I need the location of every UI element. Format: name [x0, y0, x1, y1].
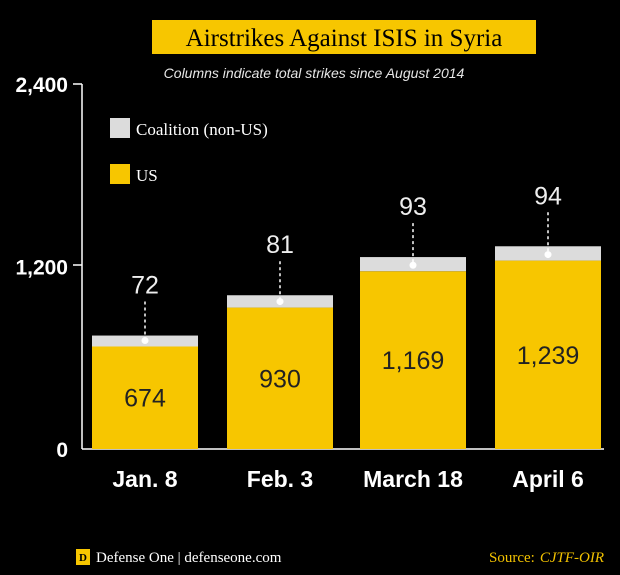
- x-tick-label: Jan. 8: [112, 466, 177, 492]
- bar-us: [92, 346, 198, 449]
- coalition-marker-dot: [276, 298, 284, 306]
- bars: 674 72 930 81 1,169 93 1,239 94: [92, 182, 601, 449]
- source-value: CJTF-OIR: [540, 550, 604, 566]
- value-label-us: 930: [259, 365, 301, 393]
- bar-us: [495, 260, 601, 449]
- title-background: [152, 20, 536, 54]
- chart-subtitle: Columns indicate total strikes since Aug…: [164, 65, 465, 81]
- y-tick-labels: 0 1,200 2,400: [15, 74, 68, 462]
- y-tick-label: 1,200: [15, 257, 68, 280]
- coalition-marker-dot: [544, 251, 552, 259]
- source-label: Source:: [489, 550, 535, 566]
- value-label-coalition: 72: [131, 272, 159, 300]
- y-tick-label: 0: [56, 439, 68, 462]
- legend-swatch-coalition: [110, 118, 130, 138]
- legend-swatch-us: [110, 164, 130, 184]
- chart-title: Airstrikes Against ISIS in Syria: [186, 25, 503, 52]
- defense-one-logo-icon: [76, 549, 90, 565]
- coalition-marker-dot: [409, 261, 417, 269]
- x-tick-label: March 18: [363, 466, 463, 492]
- coalition-marker-dot: [141, 336, 149, 344]
- footer-brand: Defense One | defenseone.com: [96, 550, 282, 566]
- x-tick-labels: Jan. 8 Feb. 3 March 18 April 6: [112, 466, 583, 492]
- value-label-coalition: 94: [534, 182, 562, 210]
- bar-us: [360, 271, 466, 449]
- value-label-us: 674: [124, 385, 166, 413]
- value-label-coalition: 81: [266, 231, 294, 259]
- x-tick-label: April 6: [512, 466, 584, 492]
- value-label-us: 1,169: [382, 347, 445, 375]
- legend-label-coalition: Coalition (non-US): [136, 120, 268, 139]
- bar-us: [227, 307, 333, 449]
- legend-label-us: US: [136, 166, 158, 185]
- value-label-us: 1,239: [517, 342, 580, 370]
- logo-letter: D: [79, 552, 87, 564]
- value-label-coalition: 93: [399, 193, 427, 221]
- y-tick-label: 2,400: [15, 74, 68, 97]
- x-tick-label: Feb. 3: [247, 466, 313, 492]
